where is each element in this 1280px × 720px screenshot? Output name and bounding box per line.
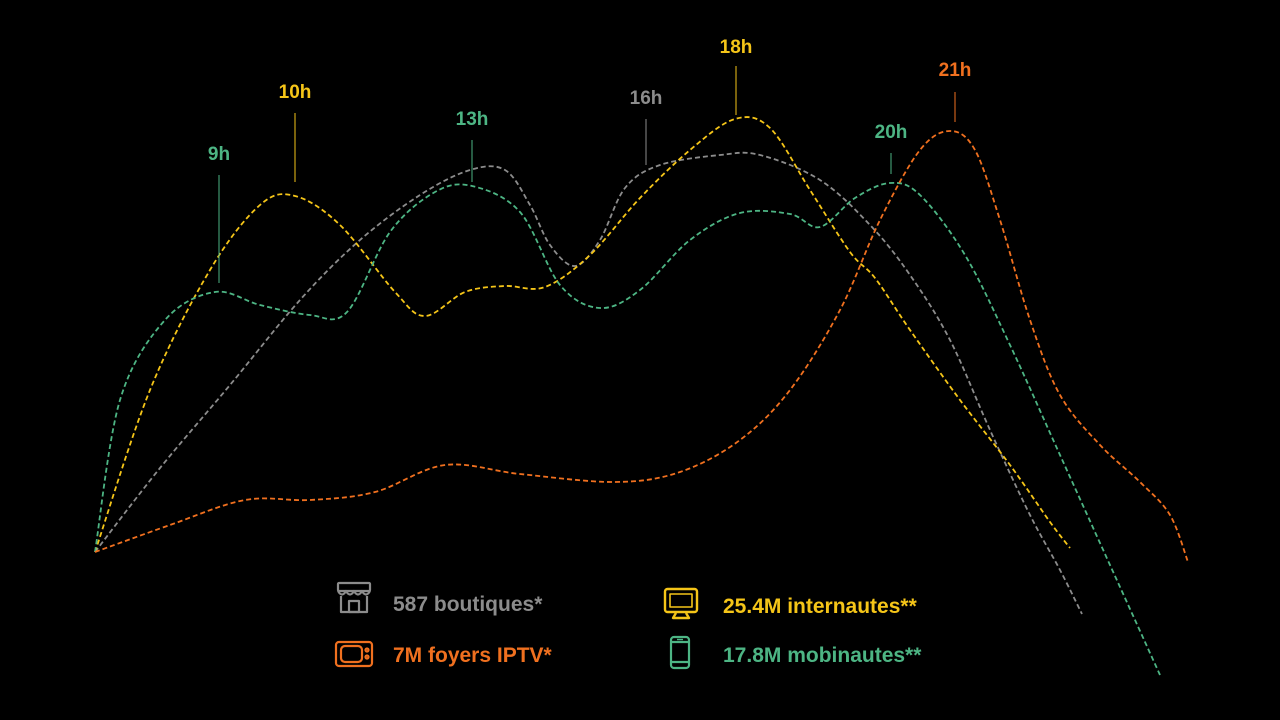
monitor-icon [663, 587, 699, 620]
series-line-internautes [94, 116, 1071, 553]
peak-label-boutiques-0: 16h [630, 88, 663, 109]
series-line-iptv [94, 130, 1189, 563]
peak-label-mobinautes-2: 20h [875, 122, 908, 143]
peak-label-internautes-1: 18h [720, 37, 753, 58]
peak-label-iptv-0: 21h [939, 60, 972, 81]
series-line-boutiques [94, 151, 1083, 615]
legend-iptv: 7M foyers IPTV* [393, 644, 553, 667]
store-icon [336, 581, 372, 614]
series-line-mobinautes [94, 181, 1161, 676]
legend-boutiques: 587 boutiques* [393, 593, 543, 616]
peak-label-internautes-0: 10h [279, 82, 312, 103]
smartphone-icon [669, 635, 691, 670]
peak-label-mobinautes-1: 13h [456, 109, 489, 130]
legend-mobinautes: 17.8M mobinautes** [723, 644, 922, 667]
tv-icon [334, 640, 374, 668]
legend: 587 boutiques* 25.4M internautes** 7M fo… [334, 581, 922, 670]
chart-curves [94, 116, 1189, 676]
peak-markers: 16h 10h 18h 9h 13h 20h 21h [208, 37, 971, 283]
peak-label-mobinautes-0: 9h [208, 144, 230, 165]
legend-internautes: 25.4M internautes** [723, 595, 918, 618]
